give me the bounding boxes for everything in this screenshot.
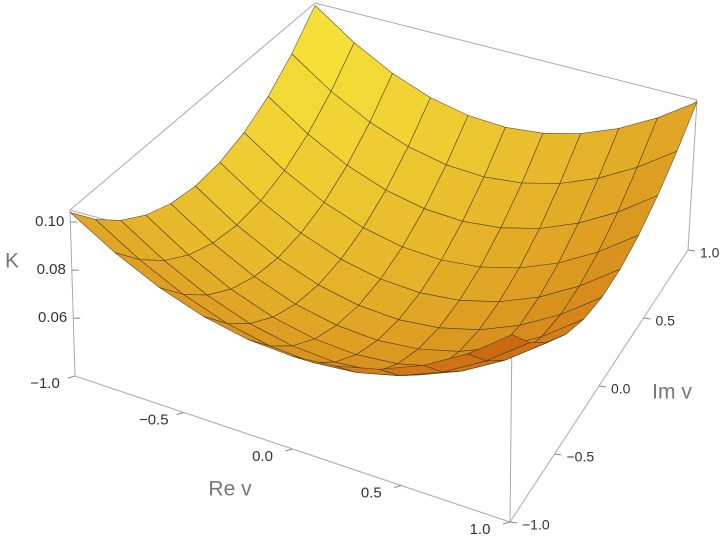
x-tick-label: −0.5 <box>139 411 169 428</box>
surface-patch <box>467 334 531 362</box>
x-axis-label: Re v <box>208 478 252 501</box>
box-edge <box>69 209 76 377</box>
y-tick <box>598 385 607 388</box>
x-tick <box>67 375 76 379</box>
y-tick-label: 1.0 <box>700 245 720 261</box>
y-axis-label: Im v <box>652 381 692 404</box>
y-tick-label: 0.0 <box>611 381 631 397</box>
y-tick <box>509 521 518 524</box>
x-tick-label: 0.5 <box>361 484 382 501</box>
x-tick-label: 1.0 <box>470 521 491 538</box>
x-tick-label: −1.0 <box>30 375 60 392</box>
box-edge <box>314 2 698 101</box>
z-tick-label: 0.08 <box>37 261 66 278</box>
x-tick <box>176 412 184 415</box>
y-tick <box>687 249 696 252</box>
y-tick-label: −1.0 <box>522 517 550 533</box>
box-edge <box>509 331 513 523</box>
x-tick <box>502 521 511 525</box>
y-tick-label: 0.5 <box>656 313 676 329</box>
y-tick <box>554 453 562 456</box>
x-tick <box>285 448 293 452</box>
y-tick-label: −0.5 <box>567 449 595 465</box>
x-tick-label: 0.0 <box>252 448 273 465</box>
box-edge <box>687 99 698 251</box>
x-tick <box>394 485 402 488</box>
z-axis-label: K <box>5 250 19 273</box>
z-tick-label: 0.06 <box>38 309 67 326</box>
box-edge <box>69 2 316 211</box>
y-tick <box>643 317 651 320</box>
z-tick-label: 0.10 <box>35 213 64 230</box>
